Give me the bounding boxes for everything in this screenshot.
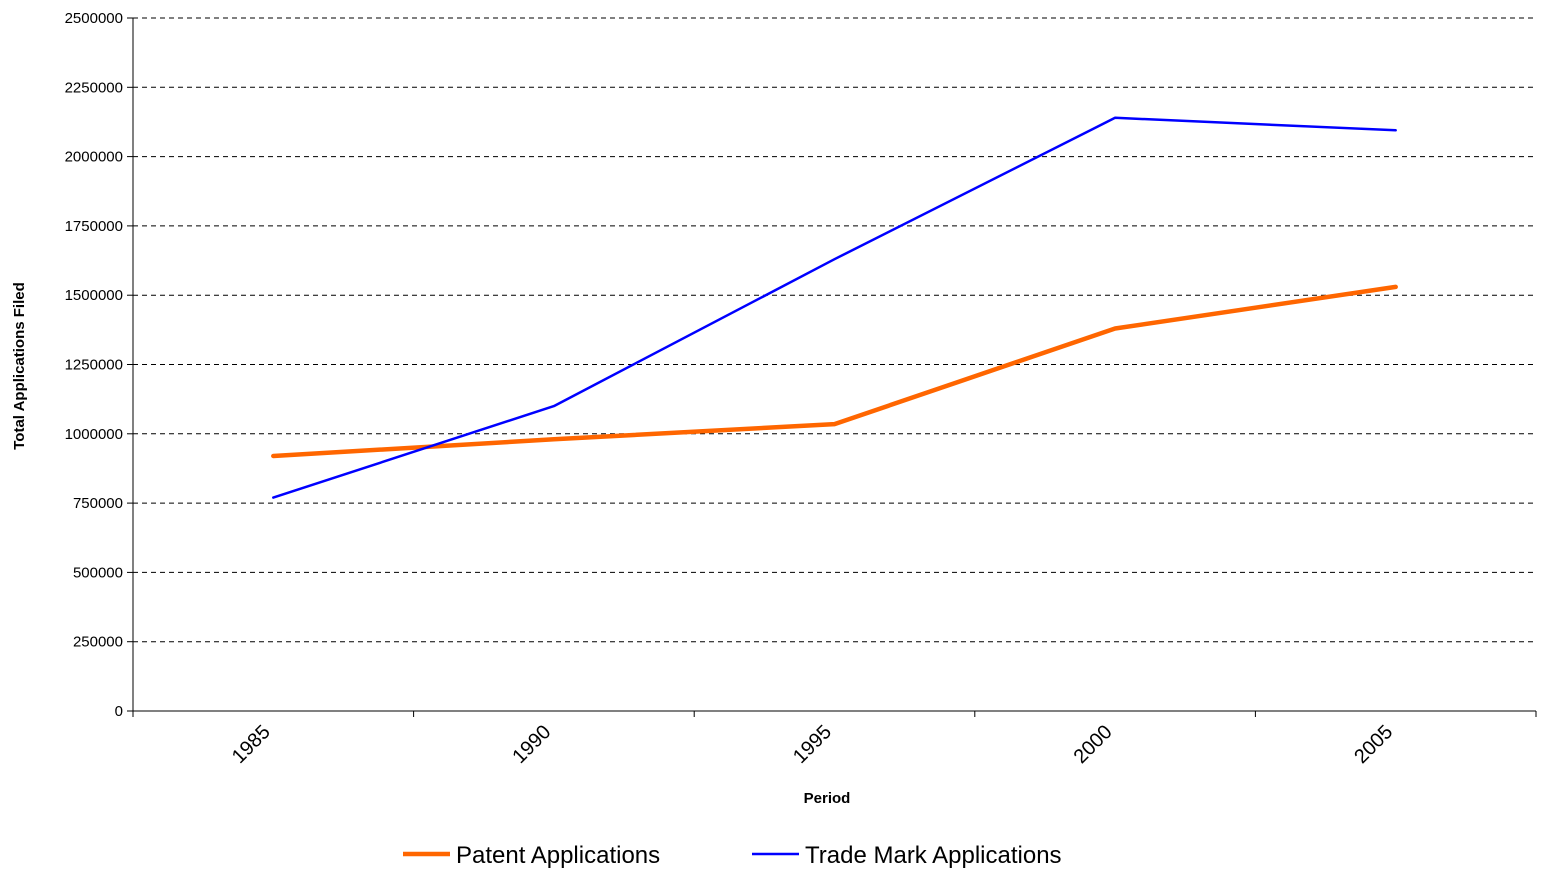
series-lines (271, 116, 1398, 499)
series-line-trade-mark-applications (272, 116, 1397, 499)
y-tick-label: 1250000 (65, 357, 123, 374)
x-tick-label: 1985 (228, 721, 275, 768)
y-tick-labels: 0 250000 500000 750000 1000000 1250000 1500000… (65, 10, 123, 720)
y-tick-label: 1750000 (65, 218, 123, 235)
x-tick-label: 2005 (1350, 721, 1397, 768)
y-tick-label: 500000 (73, 564, 123, 581)
y-tick-label: 2000000 (65, 149, 123, 166)
y-tick-label: 2500000 (65, 10, 123, 27)
legend-item: Patent Applications (403, 842, 660, 869)
legend-label: Trade Mark Applications (805, 842, 1062, 869)
legend-label: Patent Applications (456, 842, 660, 869)
legend: Patent Applications Trade Mark Applicatio… (403, 842, 1062, 869)
y-tick-label: 1000000 (65, 426, 123, 443)
series-line-patent-applications (271, 284, 1398, 459)
axes (127, 17, 1537, 717)
gridlines (133, 17, 1536, 643)
y-tick-label: 0 (115, 703, 123, 720)
x-tick-label: 1990 (508, 721, 555, 768)
legend-item: Trade Mark Applications (752, 842, 1062, 869)
x-tick-label: 1995 (789, 721, 836, 768)
y-tick-label: 1500000 (65, 287, 123, 304)
y-tick-label: 2250000 (65, 79, 123, 96)
x-axis-title: Period (804, 790, 851, 807)
y-axis-title: Total Applications Filed (11, 282, 28, 450)
y-tick-label: 750000 (73, 495, 123, 512)
x-tick-label: 2000 (1070, 721, 1117, 768)
x-tick-labels: 1985 1990 1995 2000 2005 (228, 721, 1397, 768)
y-tick-label: 250000 (73, 634, 123, 651)
